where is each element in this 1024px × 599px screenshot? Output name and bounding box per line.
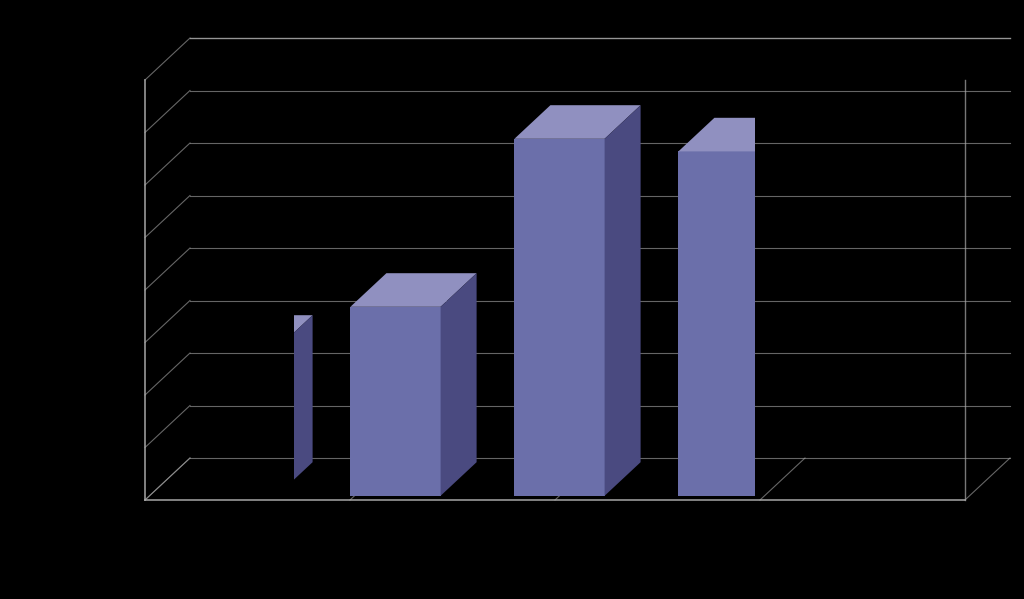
Polygon shape xyxy=(186,315,312,349)
Polygon shape xyxy=(440,273,476,496)
Polygon shape xyxy=(769,118,805,496)
Polygon shape xyxy=(678,118,805,152)
Polygon shape xyxy=(514,139,604,496)
Polygon shape xyxy=(186,349,276,496)
Polygon shape xyxy=(350,273,476,307)
Polygon shape xyxy=(514,105,641,139)
Polygon shape xyxy=(604,105,641,496)
Polygon shape xyxy=(276,315,312,496)
Polygon shape xyxy=(350,307,440,496)
Polygon shape xyxy=(678,152,769,496)
